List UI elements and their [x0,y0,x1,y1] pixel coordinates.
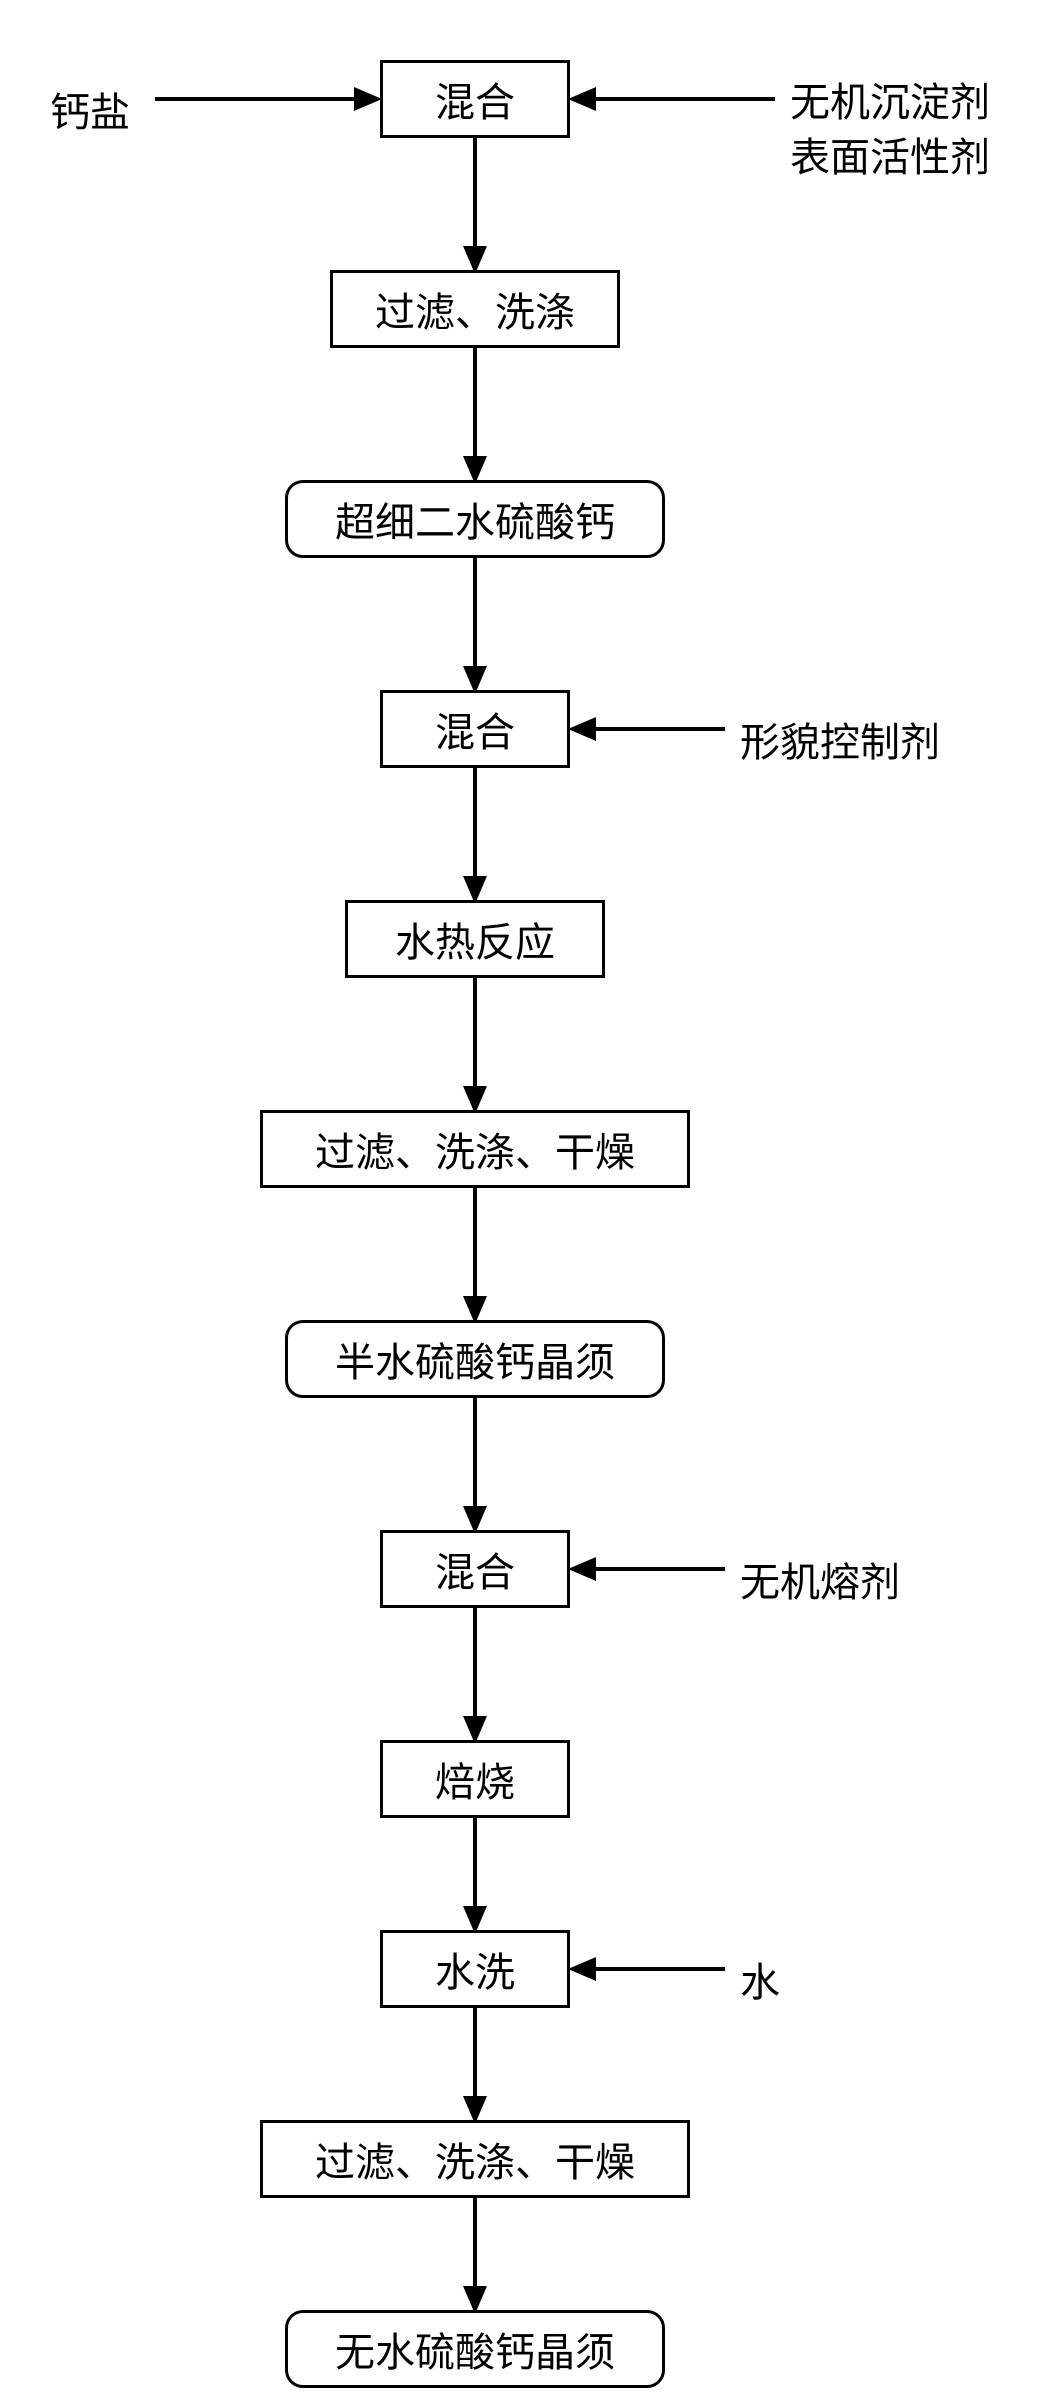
step-calcination: 焙烧 [380,1740,570,1818]
step-filter-wash-1: 过滤、洗涤 [330,270,620,348]
flowchart-arrows [0,0,1062,2408]
step-mix-1: 混合 [380,60,570,138]
product-hemihydrate-whisker: 半水硫酸钙晶须 [285,1320,665,1398]
input-water: 水 [740,1950,780,2008]
input-calcium-salt: 钙盐 [50,80,130,138]
step-hydrothermal: 水热反应 [345,900,605,978]
product-anhydrous-whisker: 无水硫酸钙晶须 [285,2310,665,2388]
input-surfactant: 表面活性剂 [790,125,990,183]
input-morphology-agent: 形貌控制剂 [740,710,940,768]
product-ultrafine-dihydrate: 超细二水硫酸钙 [285,480,665,558]
step-water-wash: 水洗 [380,1930,570,2008]
step-filter-wash-dry-2: 过滤、洗涤、干燥 [260,2120,690,2198]
input-inorganic-precipitant: 无机沉淀剂 [790,70,990,128]
step-mix-2: 混合 [380,690,570,768]
flowchart-container: 混合 过滤、洗涤 超细二水硫酸钙 混合 水热反应 过滤、洗涤、干燥 半水硫酸钙晶… [0,0,1062,2408]
input-inorganic-flux: 无机熔剂 [740,1550,900,1608]
step-filter-wash-dry-1: 过滤、洗涤、干燥 [260,1110,690,1188]
step-mix-3: 混合 [380,1530,570,1608]
